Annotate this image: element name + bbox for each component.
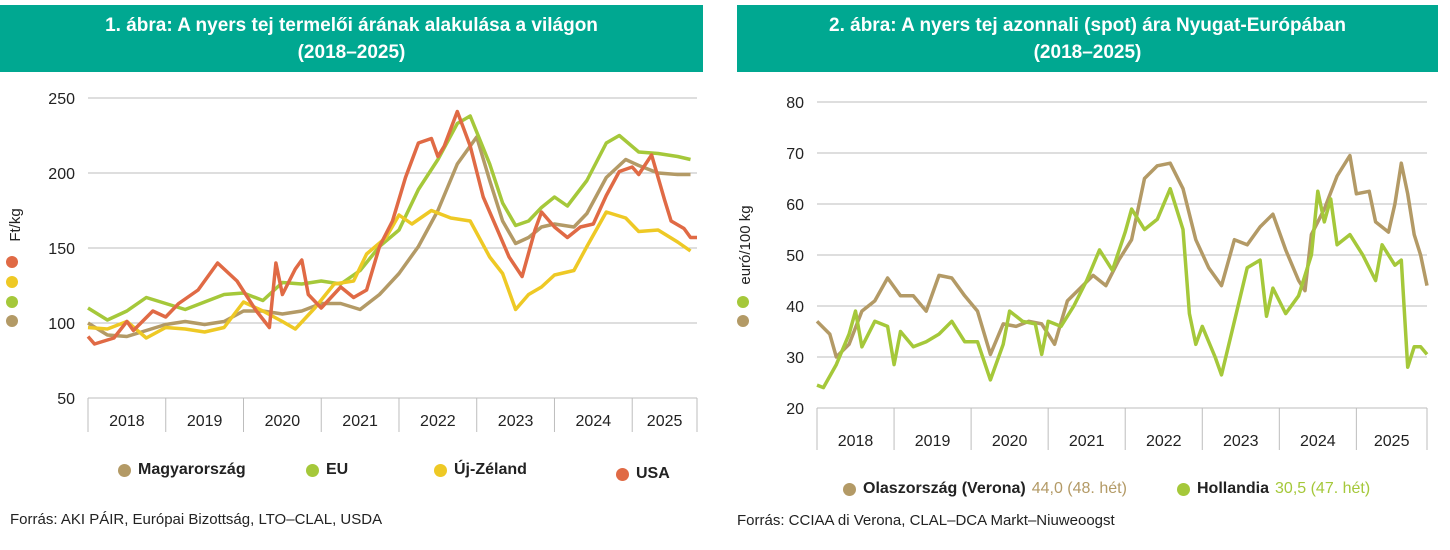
legend-label-netherlands: Hollandia [1197,480,1270,497]
legend-dot-eu [306,463,319,477]
y-axis-label: euró/100 kg [737,205,754,284]
legend-italy: Olaszország (Verona) 44,0 (48. hét) [843,480,1127,498]
y-axis-label: Ft/kg [7,208,24,241]
legend-label-nz: Új-Zéland [454,461,527,478]
x-tick-label: 2025 [647,413,683,430]
x-tick-label: 2024 [1300,433,1336,450]
y-tick-label: 50 [786,248,804,265]
legend-dot-usa [616,467,629,481]
x-tick-label: 2018 [838,433,874,450]
x-tick-label: 2024 [576,413,612,430]
x-tick-label: 2023 [1223,433,1259,450]
legend-hungary: Magyarország [118,461,246,479]
y-axis-legend-dot-usa [6,256,18,268]
legend-dot-italy [843,482,856,496]
y-tick-label: 80 [786,95,804,112]
x-tick-label: 2019 [915,433,951,450]
x-tick-label: 2020 [265,413,301,430]
legend-label-italy: Olaszország (Verona) [863,480,1026,497]
legend-label-eu: EU [326,461,349,478]
chart1-title-line2: (2018–2025) [297,41,406,63]
legend-dot-nz [434,463,447,477]
series-line-usa [86,109,697,346]
x-tick-label: 2025 [1374,433,1410,450]
y-axis-legend-dot-eu [737,296,749,308]
y-tick-label: 150 [48,241,75,258]
y-tick-label: 100 [48,316,75,333]
chart2-title-line1: 2. ábra: A nyers tej azonnali (spot) ára… [829,14,1346,36]
legend-dot-hungary [118,463,131,477]
chart2-title: 2. ábra: A nyers tej azonnali (spot) ára… [737,5,1438,72]
y-tick-label: 200 [48,166,75,183]
chart2-source: Forrás: CCIAA di Verona, CLAL–DCA Markt–… [737,512,1115,529]
x-tick-label: 2018 [109,413,145,430]
y-axis-legend-dot-hungary [6,315,18,327]
series-line-eu [87,114,691,322]
x-tick-label: 2022 [1146,433,1182,450]
y-tick-label: 40 [786,299,804,316]
chart2-title-line2: (2018–2025) [1033,41,1142,63]
x-tick-label: 2021 [342,413,378,430]
y-axis-legend-dot-eu [6,296,18,308]
legend-dot-netherlands [1177,482,1190,496]
y-tick-label: 60 [786,197,804,214]
chart1-title: 1. ábra: A nyers tej termelői árának ala… [0,5,703,72]
series-line-netherlands [816,186,1429,390]
chart1-title-line1: 1. ábra: A nyers tej termelői árának ala… [105,14,598,36]
series-line-hungary [87,135,691,339]
y-tick-label: 20 [786,401,804,418]
legend-label-usa: USA [636,465,670,482]
x-tick-label: 2023 [498,413,534,430]
legend-label-hungary: Magyarország [138,461,246,478]
legend-usa: USA [616,465,670,483]
legend-nz: Új-Zéland [434,461,527,479]
x-tick-label: 2021 [1069,433,1105,450]
x-tick-label: 2019 [187,413,223,430]
legend-latest-netherlands: 30,5 (47. hét) [1275,480,1371,497]
legend-eu: EU [306,461,348,479]
legend-netherlands: Hollandia 30,5 (47. hét) [1177,480,1370,498]
y-tick-label: 70 [786,146,804,163]
y-tick-label: 30 [786,350,804,367]
y-axis-legend-dot-hungary [737,315,749,327]
x-tick-label: 2020 [992,433,1028,450]
y-axis-legend-dot-nz [6,276,18,288]
series-line-italy [815,153,1429,359]
x-tick-label: 2022 [420,413,456,430]
y-tick-label: 250 [48,91,75,108]
series-line-nz [87,208,692,340]
legend-latest-italy: 44,0 (48. hét) [1031,480,1127,497]
y-tick-label: 50 [57,391,75,408]
chart1-source: Forrás: AKI PÁIR, Európai Bizottság, LTO… [10,511,383,528]
